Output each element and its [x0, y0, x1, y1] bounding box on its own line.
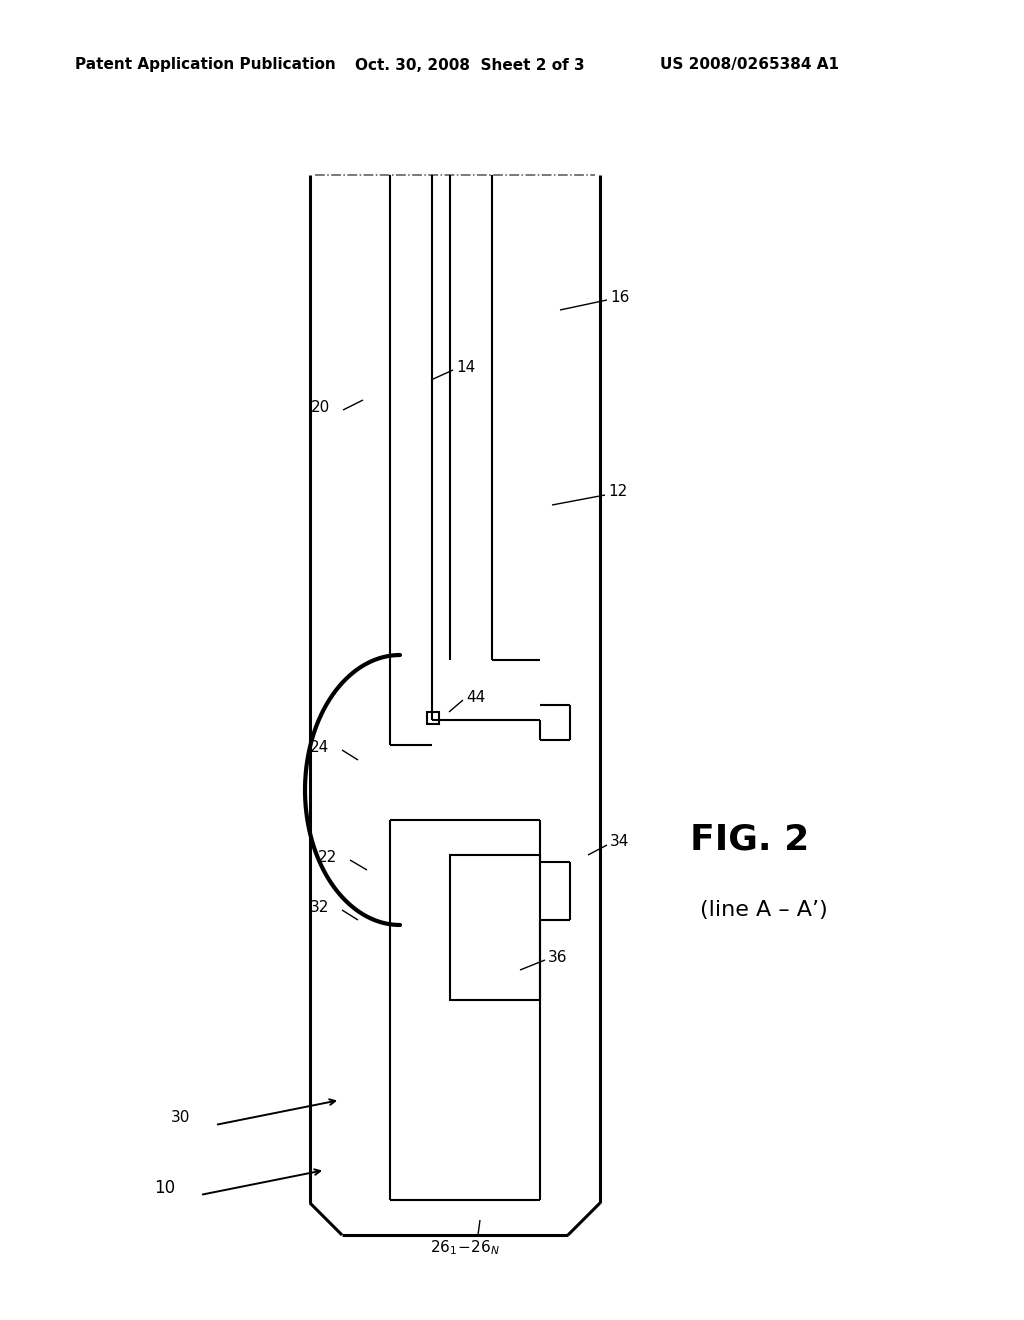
Text: 36: 36 [548, 949, 567, 965]
Text: 30: 30 [171, 1110, 190, 1126]
Text: 24: 24 [309, 739, 329, 755]
Text: 32: 32 [309, 899, 329, 915]
Text: 44: 44 [466, 689, 485, 705]
Text: (line A – A’): (line A – A’) [700, 900, 827, 920]
Text: 12: 12 [608, 484, 628, 499]
Text: 22: 22 [317, 850, 337, 865]
Text: Patent Application Publication: Patent Application Publication [75, 58, 336, 73]
Text: 10: 10 [154, 1179, 175, 1197]
Text: 34: 34 [610, 834, 630, 850]
Bar [427, 711, 439, 723]
Text: 16: 16 [610, 289, 630, 305]
Text: $26_1\!-\!26_N$: $26_1\!-\!26_N$ [430, 1238, 500, 1258]
Bar [450, 855, 540, 1001]
Text: Oct. 30, 2008  Sheet 2 of 3: Oct. 30, 2008 Sheet 2 of 3 [355, 58, 585, 73]
Text: US 2008/0265384 A1: US 2008/0265384 A1 [660, 58, 839, 73]
Text: 20: 20 [310, 400, 330, 414]
Text: 14: 14 [456, 359, 475, 375]
Text: FIG. 2: FIG. 2 [690, 822, 809, 857]
